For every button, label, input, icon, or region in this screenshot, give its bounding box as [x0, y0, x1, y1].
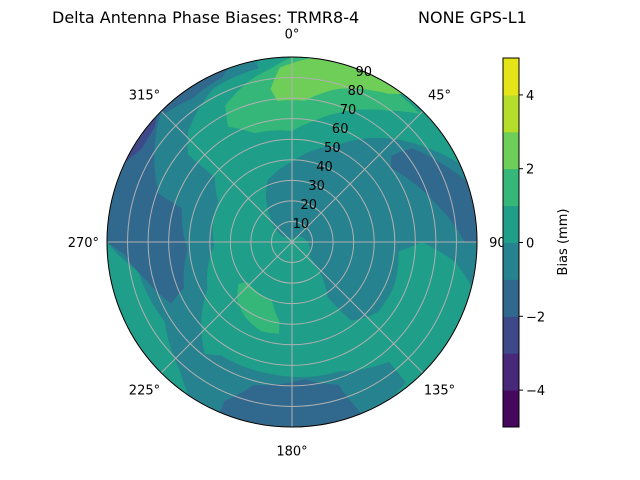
- colorbar-segment: [503, 242, 519, 280]
- radial-tick-label: 20: [300, 198, 317, 213]
- radial-tick-label: 50: [324, 141, 341, 156]
- colorbar: −4 −2 0 2 4 Bias (mm): [502, 57, 571, 428]
- contour-region-6: [124, 115, 157, 164]
- radial-tick-label: 60: [332, 122, 349, 137]
- colorbar-segment: [503, 205, 519, 243]
- contour-region-5: [219, 379, 362, 427]
- colorbar-tick-label: 2: [526, 163, 534, 178]
- radial-tick-label: 40: [316, 160, 333, 175]
- colorbar-segment: [503, 279, 519, 317]
- angular-tick-label: 270°: [68, 236, 99, 251]
- colorbar-tick-label: −4: [526, 384, 545, 399]
- colorbar-segment: [503, 390, 519, 428]
- radial-tick-label: 30: [308, 179, 325, 194]
- contour-region-4: [390, 148, 477, 242]
- grid-spoke: [291, 110, 424, 243]
- colorbar-segment: [503, 58, 519, 96]
- angular-tick-label: 45°: [428, 88, 451, 103]
- colorbar-tick-label: −2: [526, 310, 545, 325]
- colorbar-tick-label: 4: [526, 89, 534, 104]
- angular-tick-label: 315°: [129, 88, 160, 103]
- colorbar-segment: [503, 316, 519, 354]
- angular-tick-label: 135°: [424, 384, 455, 399]
- polar-grid: [106, 56, 478, 428]
- grid-spoke: [160, 241, 293, 374]
- angular-tick-label: 0°: [285, 27, 300, 42]
- chart-title-left: Delta Antenna Phase Biases: TRMR8-4: [52, 8, 359, 27]
- colorbar-segment: [503, 131, 519, 170]
- radial-tick-label: 10: [293, 217, 310, 232]
- angular-tick-label: 225°: [129, 384, 160, 399]
- polar-frame: [106, 56, 478, 428]
- contour-region-9: [270, 58, 404, 101]
- radial-tick-label: 70: [340, 103, 357, 118]
- colorbar-segment: [503, 353, 519, 391]
- angular-tick-label: 180°: [276, 445, 307, 460]
- colorbar-label: Bias (mm): [556, 209, 571, 276]
- colorbar-tick-label: 0: [526, 237, 534, 252]
- radial-tick-label: 80: [348, 84, 365, 99]
- contour-region-3: [161, 68, 229, 115]
- radial-tick-label: 90: [356, 65, 373, 80]
- grid-spoke: [160, 110, 293, 243]
- colorbar-segment: [503, 94, 519, 133]
- grid-spoke: [291, 241, 424, 374]
- chart-title-right: NONE GPS-L1: [418, 8, 527, 27]
- contour-region-0: [107, 60, 406, 427]
- colorbar-segment: [503, 168, 519, 207]
